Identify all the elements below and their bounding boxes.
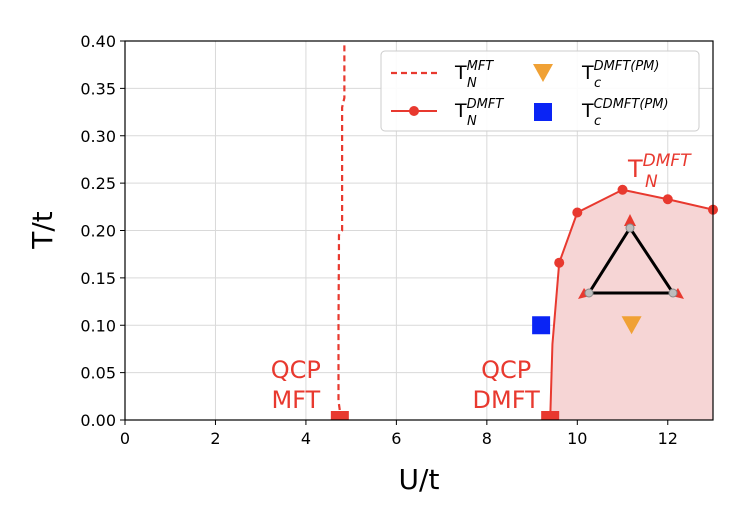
qcp-label-top-1: QCP <box>481 356 531 384</box>
qcp-marker-0 <box>330 411 349 420</box>
x-tick-label-1: 2 <box>210 429 220 448</box>
dmft-ordered-area <box>550 189 713 420</box>
qcp-marker-1 <box>541 411 560 420</box>
lattice-site-0 <box>625 223 635 233</box>
y-tick-label-5: 0.25 <box>80 174 116 193</box>
x-tick-label-2: 4 <box>301 429 311 448</box>
x-tick-label-5: 10 <box>567 429 587 448</box>
legend-pm-swatch <box>533 64 553 82</box>
triangle-lattice-inset <box>578 214 684 299</box>
y-tick-label-4: 0.20 <box>80 222 116 241</box>
y-axis-label: T/t <box>26 211 59 250</box>
dmft-point-5 <box>662 194 673 205</box>
x-tick-label-6: 12 <box>658 429 678 448</box>
y-tick-label-2: 0.10 <box>80 316 116 335</box>
region-label-dmft: TDMFT N <box>627 151 692 192</box>
legend-box <box>380 50 700 132</box>
legend-dmft-swatch-marker <box>409 106 419 116</box>
y-tick-label-6: 0.30 <box>80 127 116 146</box>
dmft-point-2 <box>554 257 565 268</box>
qcp-label-bottom-1: DMFT <box>473 386 541 414</box>
x-tick-label-4: 8 <box>482 429 492 448</box>
y-tick-label-7: 0.35 <box>80 79 116 98</box>
y-tick-label-1: 0.05 <box>80 364 116 383</box>
x-tick-label-3: 6 <box>391 429 401 448</box>
x-tick-label-0: 0 <box>120 429 130 448</box>
legend-cdmft-swatch <box>534 103 552 121</box>
qcp-label-top-0: QCP <box>271 356 321 384</box>
legend-pm-label: TDMFT(PM) c <box>581 59 659 91</box>
x-axis-label: U/t <box>399 463 440 496</box>
legend-mft-label: TMFT N <box>454 59 494 91</box>
axis-ticks: 0 2 4 6 8 10 12 0.00 0.05 0.10 0.15 0.20 0.25 0.30 0.3… <box>80 32 678 448</box>
lattice-triangle <box>586 225 676 295</box>
cdmft-pm-square-marker <box>532 316 551 335</box>
lattice-site-1 <box>584 288 594 298</box>
spin-arrow-top <box>624 214 636 226</box>
y-tick-label-0: 0.00 <box>80 411 116 430</box>
legend: TMFT N TDMFT N TDMFT(PM) c TCDMFT(PM) c <box>380 50 700 132</box>
legend-cdmft-label: TCDMFT(PM) c <box>581 97 669 129</box>
dmft-point-4 <box>617 184 628 195</box>
y-tick-label-8: 0.40 <box>80 32 116 51</box>
y-tick-label-3: 0.15 <box>80 269 116 288</box>
qcp-label-bottom-0: MFT <box>271 386 320 414</box>
mft-neel-line <box>337 41 346 420</box>
legend-dmft-label: TDMFT N <box>454 97 504 129</box>
shaded-ordered-region <box>550 189 713 420</box>
dmft-pm-triangle-marker <box>621 316 642 335</box>
dmft-point-3 <box>572 207 583 218</box>
lattice-site-2 <box>668 288 678 298</box>
